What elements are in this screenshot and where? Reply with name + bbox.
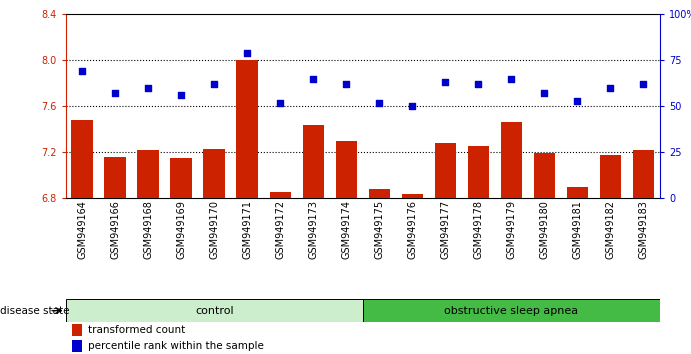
Bar (401, 194, 423, 198)
Point (142, 85, 153, 91)
Bar (567, 187, 588, 198)
Text: GSM949164: GSM949164 (77, 200, 87, 259)
Text: GSM949170: GSM949170 (209, 200, 219, 259)
Point (77, 68, 88, 74)
Text: obstructive sleep apnea: obstructive sleep apnea (444, 306, 578, 316)
Bar (363, 299, 660, 322)
Text: GSM949173: GSM949173 (308, 200, 319, 259)
Bar (468, 147, 489, 198)
Text: GSM949168: GSM949168 (143, 200, 153, 259)
Bar (104, 157, 126, 198)
Point (307, 76, 319, 81)
Bar (66, 299, 363, 322)
Point (605, 85, 616, 91)
Bar (72, 340, 82, 353)
Text: percentile rank within the sample: percentile rank within the sample (88, 341, 264, 352)
Bar (269, 193, 291, 198)
Text: GSM949182: GSM949182 (605, 200, 616, 259)
Bar (236, 60, 258, 198)
Bar (138, 150, 159, 198)
Bar (533, 153, 555, 198)
Text: GSM949180: GSM949180 (540, 200, 549, 259)
Bar (500, 122, 522, 198)
Point (506, 76, 517, 81)
Text: GSM949183: GSM949183 (638, 200, 648, 259)
Bar (72, 324, 82, 336)
Point (209, 81, 220, 87)
Text: GSM949174: GSM949174 (341, 200, 351, 259)
Point (473, 81, 484, 87)
Point (242, 50, 253, 56)
Text: transformed count: transformed count (88, 325, 185, 336)
Text: GSM949171: GSM949171 (243, 200, 252, 259)
Bar (71, 120, 93, 198)
Bar (435, 143, 456, 198)
Text: GSM949176: GSM949176 (407, 200, 417, 259)
Text: GSM949172: GSM949172 (275, 200, 285, 259)
Point (341, 81, 352, 87)
Bar (633, 150, 654, 198)
Point (539, 91, 550, 96)
Text: GSM949175: GSM949175 (375, 200, 384, 259)
Bar (303, 125, 324, 198)
Bar (203, 149, 225, 198)
Text: GSM949166: GSM949166 (110, 200, 120, 259)
Bar (171, 158, 192, 198)
Bar (336, 141, 357, 198)
Bar (600, 154, 621, 198)
Point (176, 92, 187, 98)
Point (638, 81, 649, 87)
Text: GSM949181: GSM949181 (572, 200, 583, 259)
Point (572, 98, 583, 103)
Point (407, 103, 418, 109)
Text: GSM949177: GSM949177 (440, 200, 451, 259)
Point (374, 100, 385, 105)
Text: GSM949169: GSM949169 (176, 200, 186, 259)
Point (439, 79, 451, 85)
Bar (368, 189, 390, 198)
Text: disease state: disease state (0, 306, 70, 316)
Point (110, 91, 121, 96)
Text: control: control (195, 306, 234, 316)
Point (275, 100, 286, 105)
Text: GSM949179: GSM949179 (507, 200, 516, 259)
Text: GSM949178: GSM949178 (473, 200, 483, 259)
